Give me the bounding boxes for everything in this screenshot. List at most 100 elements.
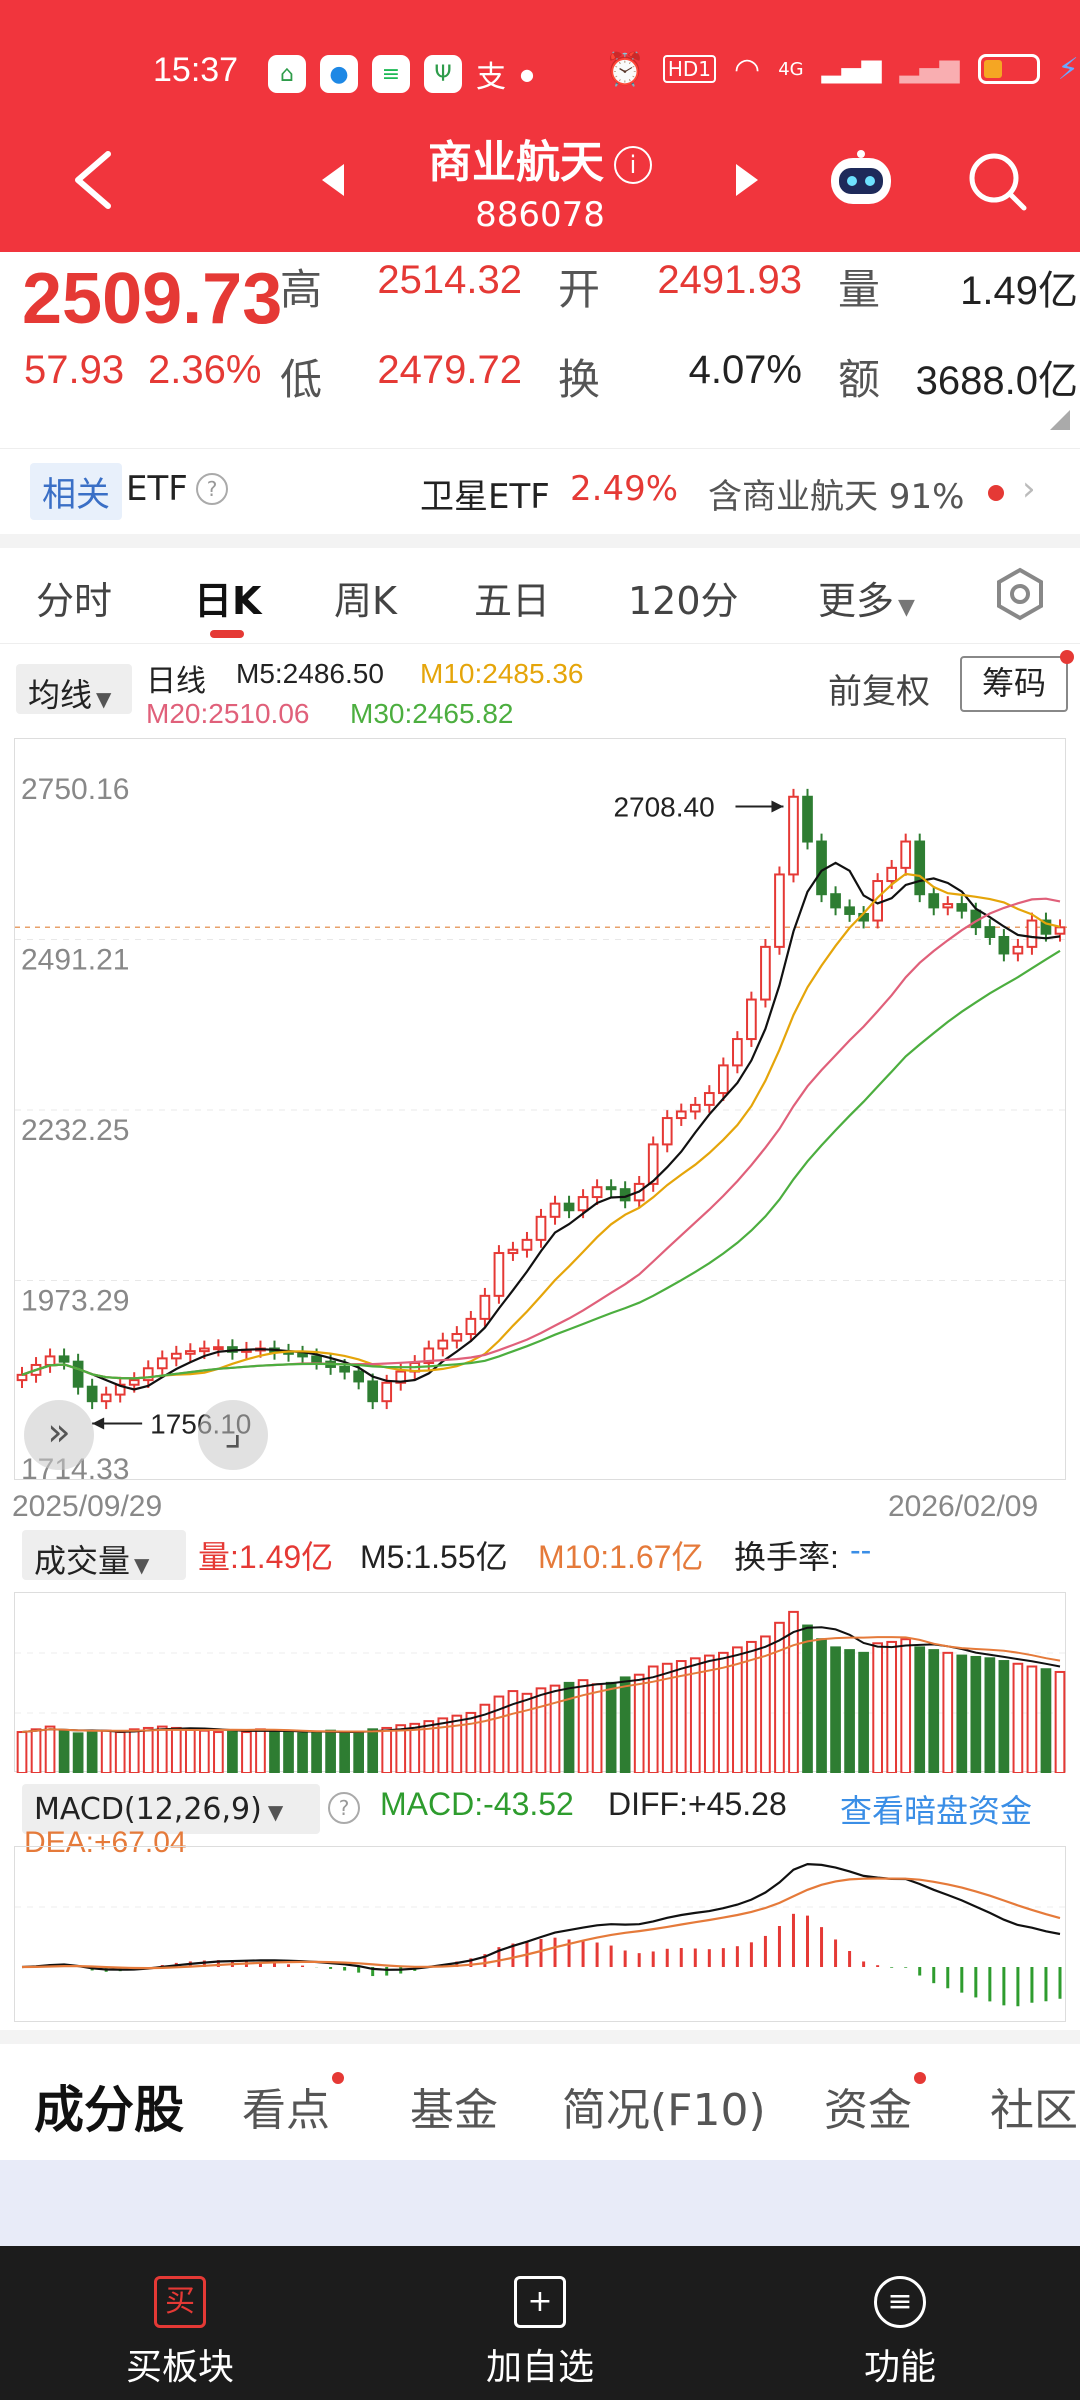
tab-intraday[interactable]: 分时 xyxy=(36,579,113,623)
footer-bar: 买 买板块 + 加自选 ≡ 功能 xyxy=(0,2246,1080,2400)
buy-sector-button[interactable]: 买 买板块 xyxy=(50,2246,310,2400)
ma-line-m30 xyxy=(21,949,1061,1380)
candle-body xyxy=(213,1346,224,1351)
help-icon[interactable]: ? xyxy=(328,1792,360,1824)
ma-selector[interactable]: 均线 ▼ xyxy=(16,664,132,714)
quote-panel: 2509.73 57.93 2.36% 高 2514.32 低 2479.72 … xyxy=(0,252,1080,442)
turnover-rate-value: -- xyxy=(850,1532,872,1568)
functions-button[interactable]: ≡ 功能 xyxy=(770,2246,1030,2400)
chevron-right-icon[interactable]: › xyxy=(1022,469,1036,509)
dark-pool-link[interactable]: 查看暗盘资金 xyxy=(840,1793,1033,1829)
volume-bar xyxy=(170,1726,182,1774)
prev-stock-icon[interactable] xyxy=(318,160,348,200)
tab-five-day[interactable]: 五日 xyxy=(474,579,551,623)
robot-assistant-icon[interactable] xyxy=(825,148,897,212)
tab-constituents[interactable]: 成分股 xyxy=(34,2081,184,2139)
chevron-down-icon: ▼ xyxy=(134,1553,150,1577)
info-icon[interactable]: i xyxy=(614,146,652,184)
candle-body xyxy=(339,1365,350,1373)
volume-bar xyxy=(339,1731,350,1775)
kline-chart[interactable]: 2750.16 2491.21 2232.25 1973.29 1714.33 2708.… xyxy=(14,738,1067,1486)
volume-bar xyxy=(58,1729,70,1774)
volume-bar xyxy=(44,1725,56,1774)
expand-corner-icon[interactable] xyxy=(1050,410,1070,430)
tab-highlights[interactable]: 看点 xyxy=(242,2085,330,2136)
tab-capital[interactable]: 资金 xyxy=(824,2085,912,2136)
volume-bar xyxy=(1054,1670,1066,1774)
volume-ma10-line xyxy=(21,1636,1061,1733)
help-icon[interactable]: ? xyxy=(196,473,228,505)
candle-body xyxy=(1054,926,1066,935)
app-icon: ⌂ xyxy=(268,55,306,93)
tab-funds[interactable]: 基金 xyxy=(410,2085,498,2136)
candle-body xyxy=(886,866,898,883)
fullscreen-icon[interactable]: ⌟ xyxy=(198,1400,268,1470)
tab-more[interactable]: 更多 ▼ xyxy=(818,570,915,625)
candle-body xyxy=(128,1379,140,1386)
period-tabs: 分时 日K 周K 五日 120分 更多 ▼ xyxy=(0,548,1080,644)
tab-weekly-k[interactable]: 周K xyxy=(334,579,397,623)
volume-bar xyxy=(465,1711,477,1774)
volume-selector-label: 成交量 xyxy=(34,1542,131,1580)
candle-body xyxy=(661,1117,673,1146)
etf-percent: 2.49% xyxy=(570,469,679,509)
volume-bar xyxy=(816,1638,827,1774)
expand-left-icon[interactable]: » xyxy=(24,1400,94,1470)
add-watchlist-button[interactable]: + 加自选 xyxy=(410,2246,670,2400)
volume-bar xyxy=(16,1731,28,1775)
candle-body xyxy=(465,1317,477,1336)
high-arrow-head xyxy=(771,800,784,813)
volume-value: 1.49亿 xyxy=(960,269,1078,313)
candle-body xyxy=(381,1381,393,1403)
candle-body xyxy=(507,1248,519,1255)
volume-bar xyxy=(844,1649,855,1774)
ma-line-m5 xyxy=(21,861,1061,1391)
etf-holding: 含商业航天 91% xyxy=(708,477,965,517)
volume-bar xyxy=(1026,1665,1038,1774)
next-stock-icon[interactable] xyxy=(732,160,762,200)
candle-body xyxy=(535,1215,547,1241)
notification-dot xyxy=(1060,650,1074,664)
low-label: 低 xyxy=(280,355,323,404)
turnover-value: 4.07% xyxy=(688,348,802,392)
ma-type: 日线 xyxy=(146,665,206,698)
ma20-value: M20:2510.06 xyxy=(146,698,310,729)
back-icon[interactable] xyxy=(70,150,120,210)
volume-bar xyxy=(549,1684,561,1774)
tab-community[interactable]: 社区 xyxy=(990,2085,1078,2136)
volume-selector[interactable]: 成交量 ▼ xyxy=(22,1530,186,1580)
signal-icon: ▂▄▆ xyxy=(899,54,960,84)
volume-bar xyxy=(774,1621,785,1774)
volume-bar xyxy=(156,1725,168,1774)
volume-bar xyxy=(535,1687,547,1774)
add-watchlist-label: 加自选 xyxy=(485,2347,594,2388)
macd-selector[interactable]: MACD(12,26,9) ▼ xyxy=(22,1784,320,1834)
app-icon: Ψ xyxy=(424,55,462,93)
volume-bar xyxy=(353,1731,365,1775)
search-icon[interactable] xyxy=(966,150,1030,214)
macd-chart[interactable] xyxy=(14,1846,1067,2022)
ma5-value: M5:2486.50 xyxy=(236,658,384,689)
tab-120min[interactable]: 120分 xyxy=(628,579,739,623)
volume-bar xyxy=(283,1731,294,1775)
tab-daily-k[interactable]: 日K xyxy=(194,579,262,623)
candle-body xyxy=(760,945,771,1001)
related-etf-row[interactable]: 相关 ETF ? 卫星ETF 2.49% 含商业航天 91% › xyxy=(0,448,1080,534)
candle-body xyxy=(591,1186,603,1199)
chips-button[interactable]: 筹码 xyxy=(960,656,1068,712)
volume-bar xyxy=(689,1657,701,1774)
volume-bar xyxy=(970,1655,982,1774)
candle-body xyxy=(423,1347,435,1364)
y-tick-label: 2750.16 xyxy=(21,773,129,806)
settings-hex-icon[interactable] xyxy=(992,566,1048,622)
buy-icon: 买 xyxy=(154,2276,206,2328)
status-right: ⏰ HD1 ◠ 4G ▂▄▆ ▂▄▆ ⚡ xyxy=(605,50,1079,88)
tab-f10[interactable]: 简况(F10) xyxy=(562,2085,766,2136)
volume-bar xyxy=(30,1728,42,1774)
volume-bar xyxy=(591,1683,603,1774)
candle-body xyxy=(367,1380,379,1403)
y-tick-label: 2491.21 xyxy=(21,943,129,976)
volume-chart[interactable] xyxy=(14,1592,1067,1775)
adjust-mode[interactable]: 前复权 xyxy=(828,672,930,712)
divider xyxy=(0,534,1080,548)
